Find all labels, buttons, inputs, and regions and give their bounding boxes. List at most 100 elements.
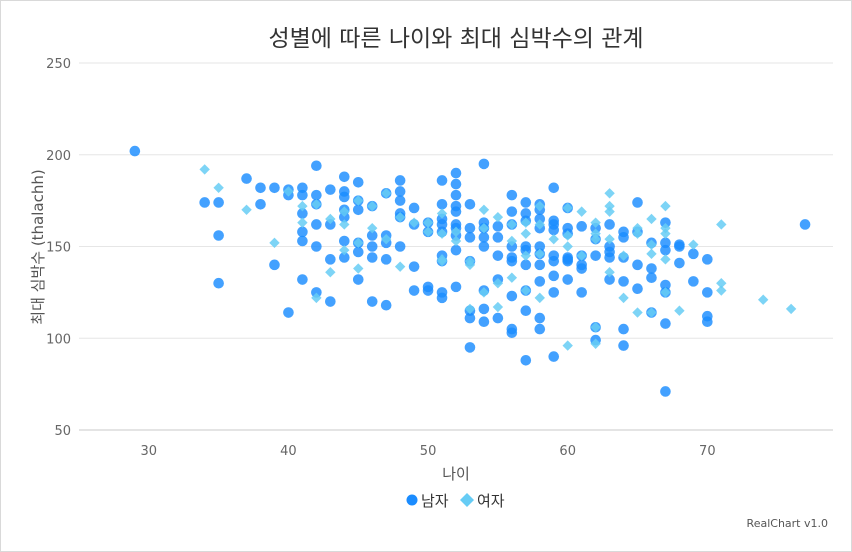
data-point-female[interactable]	[534, 248, 545, 260]
data-point-female[interactable]	[367, 200, 378, 212]
data-point-female[interactable]	[478, 287, 490, 298]
data-point-female[interactable]	[646, 239, 657, 250]
data-point-female[interactable]	[646, 213, 657, 225]
data-point-male[interactable]	[450, 244, 462, 256]
data-point-male[interactable]	[464, 342, 476, 353]
data-point-male[interactable]	[548, 224, 560, 236]
data-point-male[interactable]	[618, 340, 629, 351]
data-point-male[interactable]	[297, 208, 308, 219]
data-point-male[interactable]	[660, 244, 671, 256]
data-point-male[interactable]	[604, 252, 615, 263]
data-point-male[interactable]	[478, 316, 490, 328]
data-point-female[interactable]	[450, 235, 462, 247]
data-point-male[interactable]	[213, 277, 224, 289]
data-point-male[interactable]	[297, 226, 308, 238]
data-point-male[interactable]	[338, 252, 350, 263]
data-point-female[interactable]	[464, 303, 476, 315]
data-point-female[interactable]	[297, 217, 308, 228]
data-point-male[interactable]	[520, 259, 532, 271]
data-point-male[interactable]	[674, 257, 685, 269]
data-point-female[interactable]	[590, 233, 601, 245]
data-point-female[interactable]	[604, 188, 615, 199]
data-point-male[interactable]	[394, 175, 406, 186]
data-point-female[interactable]	[632, 222, 643, 234]
data-point-female[interactable]	[590, 217, 601, 228]
data-point-male[interactable]	[604, 274, 615, 285]
data-point-female[interactable]	[604, 206, 615, 217]
data-point-female[interactable]	[534, 292, 545, 304]
data-point-male[interactable]	[506, 255, 518, 267]
data-point-male[interactable]	[450, 189, 462, 201]
data-point-male[interactable]	[506, 189, 518, 201]
data-point-male[interactable]	[366, 241, 378, 252]
data-point-male[interactable]	[366, 296, 378, 307]
data-point-male[interactable]	[255, 182, 266, 194]
data-point-male[interactable]	[632, 197, 643, 208]
data-point-male[interactable]	[506, 327, 518, 339]
data-point-male[interactable]	[436, 292, 448, 304]
data-point-female[interactable]	[311, 292, 322, 304]
data-point-female[interactable]	[492, 211, 504, 223]
data-point-male[interactable]	[688, 276, 699, 287]
data-point-male[interactable]	[338, 235, 350, 247]
data-point-female[interactable]	[199, 164, 210, 175]
data-point-male[interactable]	[576, 263, 587, 274]
data-point-female[interactable]	[604, 200, 615, 212]
data-point-male[interactable]	[422, 285, 434, 296]
data-point-female[interactable]	[339, 219, 350, 230]
data-point-female[interactable]	[576, 250, 587, 261]
data-point-female[interactable]	[618, 292, 629, 304]
data-point-female[interactable]	[353, 195, 364, 206]
data-point-female[interactable]	[534, 200, 545, 212]
data-point-female[interactable]	[646, 248, 657, 260]
data-point-male[interactable]	[478, 232, 490, 243]
data-point-male[interactable]	[394, 241, 406, 252]
data-point-male[interactable]	[548, 270, 560, 282]
data-point-male[interactable]	[269, 259, 280, 271]
data-point-female[interactable]	[213, 182, 224, 193]
data-point-female[interactable]	[394, 261, 406, 272]
data-point-female[interactable]	[562, 241, 573, 252]
data-point-female[interactable]	[339, 206, 350, 217]
data-point-male[interactable]	[618, 276, 629, 287]
legend-item-female[interactable]: 여자	[460, 492, 505, 510]
data-point-male[interactable]	[199, 197, 210, 208]
data-point-male[interactable]	[520, 244, 532, 256]
data-point-male[interactable]	[408, 202, 420, 214]
data-point-male[interactable]	[534, 259, 546, 271]
data-point-female[interactable]	[353, 263, 364, 274]
data-point-female[interactable]	[450, 226, 462, 238]
data-point-male[interactable]	[562, 274, 574, 285]
data-point-male[interactable]	[576, 287, 587, 298]
data-point-male[interactable]	[660, 318, 671, 329]
data-point-male[interactable]	[213, 230, 224, 241]
data-point-male[interactable]	[492, 221, 504, 232]
data-point-male[interactable]	[325, 296, 336, 307]
data-point-male[interactable]	[506, 241, 518, 252]
data-point-female[interactable]	[674, 305, 685, 316]
data-point-female[interactable]	[422, 217, 434, 228]
data-point-female[interactable]	[478, 222, 490, 234]
data-point-male[interactable]	[632, 259, 643, 271]
data-point-male[interactable]	[660, 386, 671, 397]
data-point-male[interactable]	[660, 279, 671, 291]
data-point-male[interactable]	[492, 312, 504, 324]
data-point-female[interactable]	[408, 217, 420, 228]
data-point-female[interactable]	[660, 254, 671, 265]
data-point-male[interactable]	[366, 252, 378, 263]
data-point-male[interactable]	[660, 237, 671, 249]
legend-item-male[interactable]: 남자	[406, 492, 449, 510]
data-point-female[interactable]	[562, 340, 573, 351]
data-point-female[interactable]	[464, 259, 476, 271]
data-point-male[interactable]	[450, 206, 462, 217]
data-point-male[interactable]	[799, 219, 811, 230]
data-point-female[interactable]	[660, 200, 671, 212]
data-point-male[interactable]	[590, 222, 601, 234]
data-point-female[interactable]	[283, 186, 294, 197]
data-point-male[interactable]	[450, 178, 462, 190]
data-point-female[interactable]	[548, 233, 559, 245]
data-point-female[interactable]	[632, 307, 643, 318]
data-point-male[interactable]	[380, 254, 392, 265]
data-point-male[interactable]	[269, 182, 280, 194]
data-point-male[interactable]	[478, 303, 490, 315]
